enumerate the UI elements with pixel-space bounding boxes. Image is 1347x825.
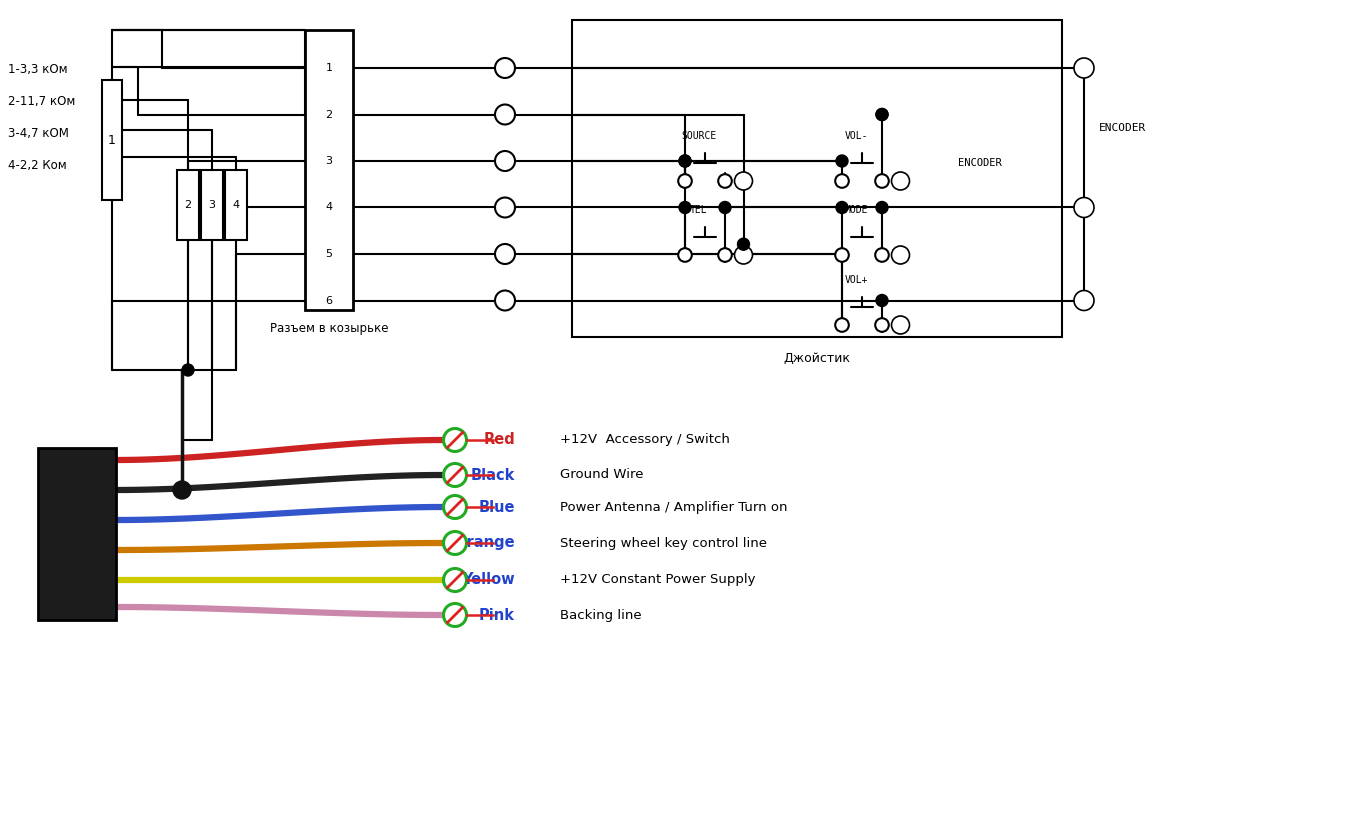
- Text: t: t: [898, 320, 902, 329]
- Circle shape: [876, 295, 888, 307]
- Circle shape: [836, 155, 849, 167]
- Circle shape: [678, 174, 692, 188]
- Circle shape: [734, 172, 753, 190]
- Text: 1: 1: [108, 134, 116, 147]
- Circle shape: [892, 246, 909, 264]
- Circle shape: [443, 568, 466, 592]
- Text: +12V Constant Power Supply: +12V Constant Power Supply: [560, 573, 756, 587]
- Bar: [38, 448, 116, 620]
- Text: Джойстик: Джойстик: [784, 352, 850, 365]
- Text: 4: 4: [233, 200, 240, 210]
- Text: Black: Black: [470, 468, 515, 483]
- Text: 1-3,3 кОм: 1-3,3 кОм: [8, 64, 67, 77]
- Text: +12V  Accessory / Switch: +12V Accessory / Switch: [560, 433, 730, 446]
- Circle shape: [835, 318, 849, 332]
- Text: ENCODER: ENCODER: [1099, 123, 1146, 133]
- Circle shape: [835, 248, 849, 262]
- Text: 2: 2: [326, 110, 333, 120]
- Circle shape: [718, 248, 731, 262]
- Text: Backing line: Backing line: [560, 609, 641, 621]
- Circle shape: [892, 316, 909, 334]
- Circle shape: [876, 248, 889, 262]
- Text: ENCODER: ENCODER: [958, 158, 1002, 168]
- Text: 2-11,7 кОм: 2-11,7 кОм: [8, 96, 75, 109]
- Bar: [176, 170, 199, 240]
- Circle shape: [836, 201, 849, 214]
- Bar: [304, 30, 353, 310]
- Text: TEL: TEL: [690, 205, 707, 215]
- Circle shape: [172, 481, 191, 499]
- Circle shape: [738, 238, 749, 250]
- Text: Red: Red: [484, 432, 515, 447]
- Circle shape: [679, 201, 691, 214]
- Circle shape: [876, 174, 889, 188]
- Circle shape: [494, 244, 515, 264]
- Text: Orange: Orange: [454, 535, 515, 550]
- Text: t: t: [1083, 203, 1086, 212]
- Circle shape: [443, 531, 466, 554]
- Text: Разъем в козырьке: Разъем в козырьке: [269, 322, 388, 335]
- Text: 5: 5: [326, 249, 333, 259]
- Circle shape: [443, 604, 466, 626]
- Circle shape: [1074, 197, 1094, 218]
- Circle shape: [679, 155, 691, 167]
- Circle shape: [835, 174, 849, 188]
- Circle shape: [1074, 290, 1094, 310]
- Circle shape: [443, 496, 466, 518]
- Circle shape: [494, 58, 515, 78]
- Text: t: t: [898, 177, 902, 186]
- Text: 3: 3: [326, 156, 333, 166]
- Circle shape: [494, 105, 515, 125]
- Text: MODE: MODE: [845, 205, 867, 215]
- Text: 4-2,2 Ком: 4-2,2 Ком: [8, 159, 67, 172]
- Text: VOL+: VOL+: [845, 275, 867, 285]
- Text: Ground Wire: Ground Wire: [560, 469, 644, 482]
- Bar: [102, 80, 123, 200]
- Text: 4: 4: [326, 202, 333, 213]
- Circle shape: [719, 201, 731, 214]
- Text: 2: 2: [185, 200, 191, 210]
- Text: t: t: [1083, 296, 1086, 305]
- Text: Yellow: Yellow: [462, 573, 515, 587]
- Circle shape: [876, 109, 888, 120]
- Bar: [572, 20, 1061, 337]
- Text: t: t: [742, 177, 745, 186]
- Circle shape: [876, 318, 889, 332]
- Text: 6: 6: [326, 295, 333, 305]
- Bar: [225, 170, 247, 240]
- Text: Blue: Blue: [478, 499, 515, 515]
- Circle shape: [876, 201, 888, 214]
- Circle shape: [443, 464, 466, 487]
- Circle shape: [679, 155, 691, 167]
- Circle shape: [443, 428, 466, 451]
- Circle shape: [494, 197, 515, 218]
- Text: 3: 3: [209, 200, 216, 210]
- Text: t: t: [1083, 64, 1086, 73]
- Text: 1: 1: [326, 63, 333, 73]
- Circle shape: [734, 246, 753, 264]
- Text: Pink: Pink: [480, 607, 515, 623]
- Text: 3-4,7 кОМ: 3-4,7 кОМ: [8, 128, 69, 140]
- Circle shape: [494, 290, 515, 310]
- Text: SOURCE: SOURCE: [682, 131, 717, 141]
- Circle shape: [1074, 58, 1094, 78]
- Circle shape: [718, 174, 731, 188]
- Circle shape: [892, 172, 909, 190]
- Text: t: t: [742, 251, 745, 260]
- Circle shape: [678, 248, 692, 262]
- Text: t: t: [898, 251, 902, 260]
- Circle shape: [876, 109, 888, 120]
- Circle shape: [182, 364, 194, 376]
- Bar: [201, 170, 224, 240]
- Text: VOL-: VOL-: [845, 131, 867, 141]
- Text: Power Antenna / Amplifier Turn on: Power Antenna / Amplifier Turn on: [560, 501, 788, 513]
- Text: Steering wheel key control line: Steering wheel key control line: [560, 536, 766, 549]
- Circle shape: [494, 151, 515, 171]
